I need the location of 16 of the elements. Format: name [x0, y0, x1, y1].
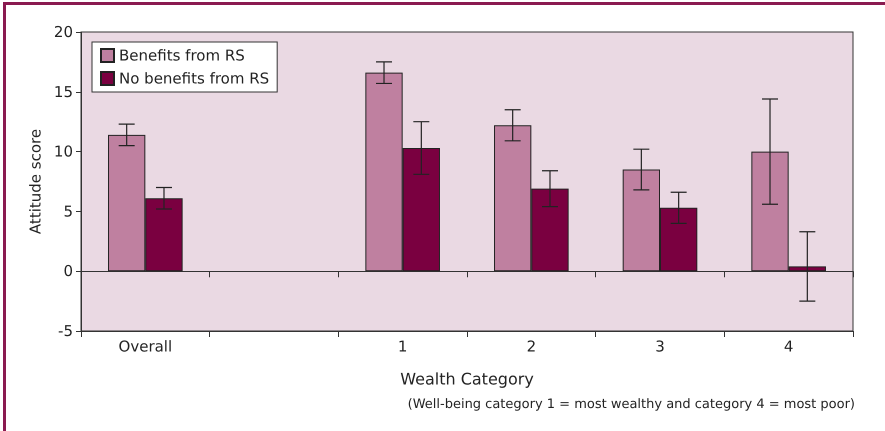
text: (Well-being category 1 = most wealthy and category 4 = most poor) — [408, 397, 855, 412]
y-tick-label: -5 — [58, 322, 73, 340]
y-tick-label: 10 — [54, 142, 73, 161]
x-tick-label: Overall — [118, 338, 172, 356]
x-tick-label: 2 — [526, 338, 536, 356]
y-tick-label: 15 — [54, 82, 73, 101]
x-tick-label: 4 — [784, 338, 794, 356]
x-tick-label: 3 — [655, 338, 665, 356]
x-axis-title: Wealth Category — [400, 370, 534, 388]
y-tick-label: 5 — [63, 202, 73, 220]
y-tick-label: 0 — [63, 262, 73, 280]
x-tick-label: 1 — [398, 338, 408, 356]
y-tick-label: 20 — [54, 23, 73, 41]
legend-label: No benefits from RS — [119, 70, 270, 88]
legend-label: Benefits from RS — [119, 46, 245, 64]
y-axis-title: Attitude score — [26, 128, 44, 234]
